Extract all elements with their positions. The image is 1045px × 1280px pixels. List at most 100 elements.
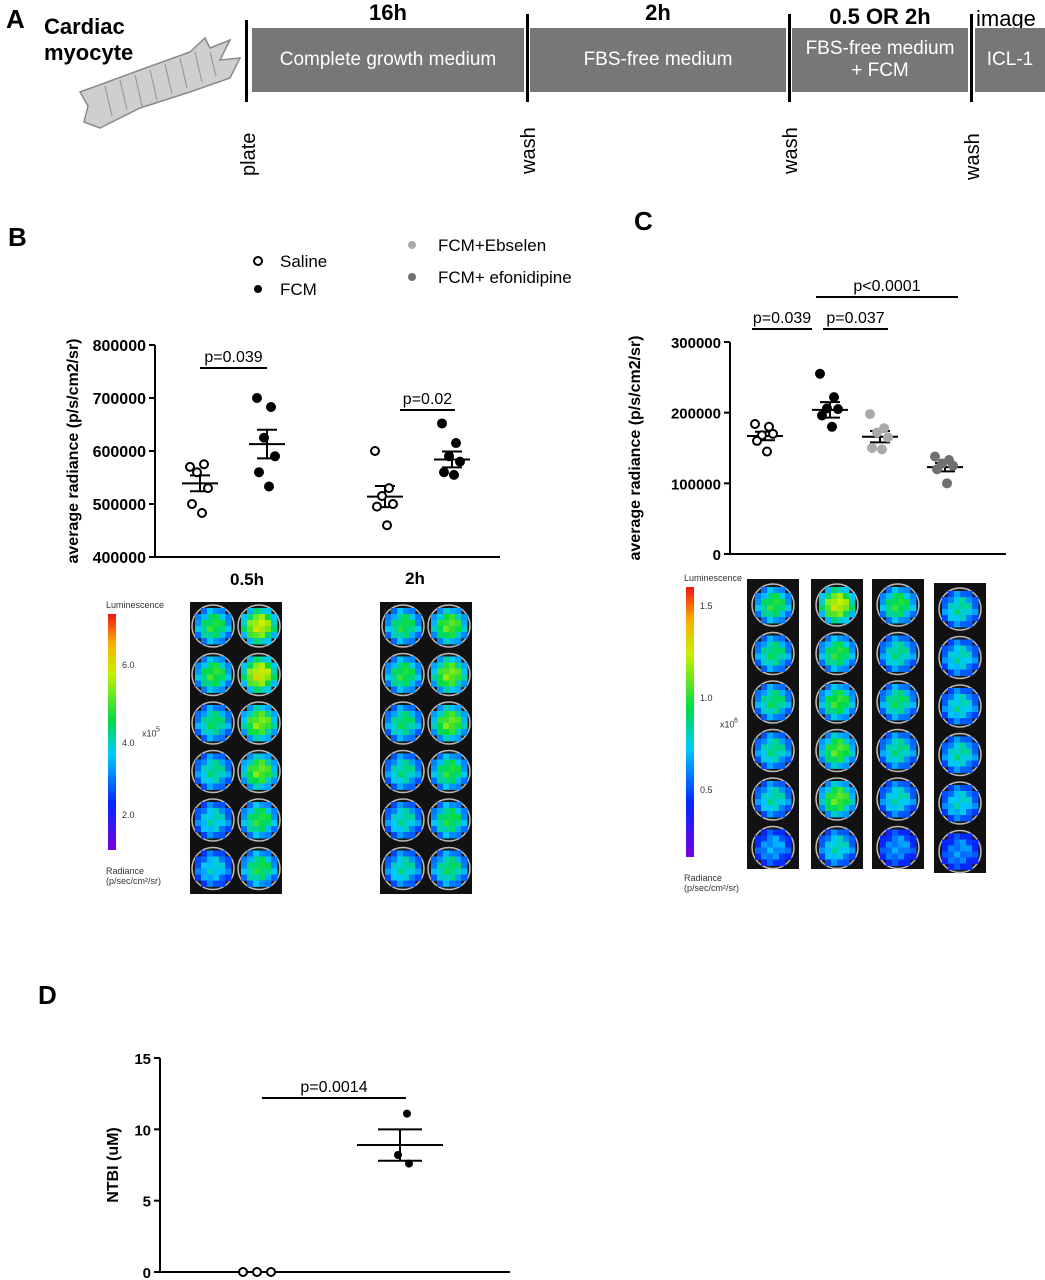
well-pixel <box>385 723 392 730</box>
well-pixel <box>966 657 973 664</box>
well-pixel <box>403 668 410 675</box>
well-pixel <box>409 832 416 839</box>
well-pixel <box>461 626 468 633</box>
well-pixel <box>247 662 254 669</box>
well-pixel <box>443 680 450 687</box>
well-pixel <box>415 620 422 627</box>
well-pixel <box>843 799 850 806</box>
well-pixel <box>437 759 444 766</box>
well-pixel <box>259 717 266 724</box>
well-pixel <box>831 702 838 709</box>
well-pixel <box>247 856 254 863</box>
well-pixel <box>773 641 780 648</box>
well-pixel <box>767 853 774 860</box>
well-pixel <box>253 850 260 857</box>
well-pixel <box>409 850 416 857</box>
well-pixel <box>241 771 248 778</box>
well-pixel <box>966 754 973 761</box>
well-pixel <box>259 771 266 778</box>
well-pixel <box>831 744 838 751</box>
well-pixel <box>247 711 254 718</box>
well-pixel <box>259 850 266 857</box>
well-pixel <box>972 597 979 604</box>
well-pixel <box>271 668 278 675</box>
well <box>381 604 425 648</box>
well-pixel <box>259 808 266 815</box>
well-pixel <box>455 638 462 645</box>
well-pixel <box>942 791 949 798</box>
well-pixel <box>443 771 450 778</box>
well-pixel <box>259 705 266 712</box>
well-pixel <box>409 753 416 760</box>
well-pixel <box>219 735 226 742</box>
well-pixel <box>253 862 260 869</box>
well-pixel <box>767 684 774 691</box>
well-pixel <box>966 845 973 852</box>
well-pixel <box>954 797 961 804</box>
well-pixel <box>431 820 438 827</box>
well-pixel <box>241 777 248 784</box>
well-pixel <box>403 735 410 742</box>
well-pixel <box>761 756 768 763</box>
well <box>938 587 982 631</box>
data-point <box>750 418 760 429</box>
well-pixel <box>948 748 955 755</box>
well-pixel <box>449 753 456 760</box>
well-pixel <box>207 783 214 790</box>
well-pixel <box>461 620 468 627</box>
well-pixel <box>837 696 844 703</box>
scale-b-tick: 6.0 <box>122 660 135 670</box>
well-pixel <box>837 835 844 842</box>
well-pixel <box>253 674 260 681</box>
well-pixel <box>773 762 780 769</box>
well-pixel <box>761 696 768 703</box>
well-pixel <box>265 820 272 827</box>
well-pixel <box>966 688 973 695</box>
panel-label-c: C <box>634 206 653 236</box>
well-pixel <box>391 826 398 833</box>
panel-label-a: A <box>6 4 25 34</box>
well-pixel <box>219 620 226 627</box>
well-pixel <box>385 771 392 778</box>
well-pixel <box>948 657 955 664</box>
well-pixel <box>241 820 248 827</box>
well-pixel <box>819 599 826 606</box>
well-pixel <box>195 632 202 639</box>
well-pixel <box>825 641 832 648</box>
well-pixel <box>207 686 214 693</box>
well-pixel <box>849 605 856 612</box>
well-pixel <box>207 777 214 784</box>
well-pixel <box>449 705 456 712</box>
scale-b-colorbar <box>108 614 116 850</box>
well-pixel <box>849 835 856 842</box>
well-pixel <box>443 759 450 766</box>
well-pixel <box>892 738 899 745</box>
well-pixel <box>904 756 911 763</box>
well-pixel <box>437 614 444 621</box>
well-pixel <box>898 859 905 866</box>
well-pixel <box>892 744 899 751</box>
well-pixel <box>195 868 202 875</box>
well-pixel <box>461 777 468 784</box>
well-pixel <box>825 659 832 666</box>
well-pixel <box>843 690 850 697</box>
well-pixel <box>443 735 450 742</box>
well-pixel <box>892 708 899 715</box>
well-pixel <box>942 700 949 707</box>
data-point <box>833 404 843 415</box>
well-pixel <box>886 732 893 739</box>
well-pixel <box>761 708 768 715</box>
well-pixel <box>213 783 220 790</box>
well-pixel <box>437 705 444 712</box>
well-pixel <box>225 862 232 869</box>
well-pixel <box>265 759 272 766</box>
well-pixel <box>779 599 786 606</box>
y-tick-label: 10 <box>134 1122 151 1139</box>
well-pixel <box>843 750 850 757</box>
legend-label-saline: Saline <box>280 252 327 271</box>
well-pixel <box>219 783 226 790</box>
well-pixel <box>213 686 220 693</box>
well-pixel <box>773 744 780 751</box>
well-pixel <box>954 597 961 604</box>
well-pixel <box>966 645 973 652</box>
